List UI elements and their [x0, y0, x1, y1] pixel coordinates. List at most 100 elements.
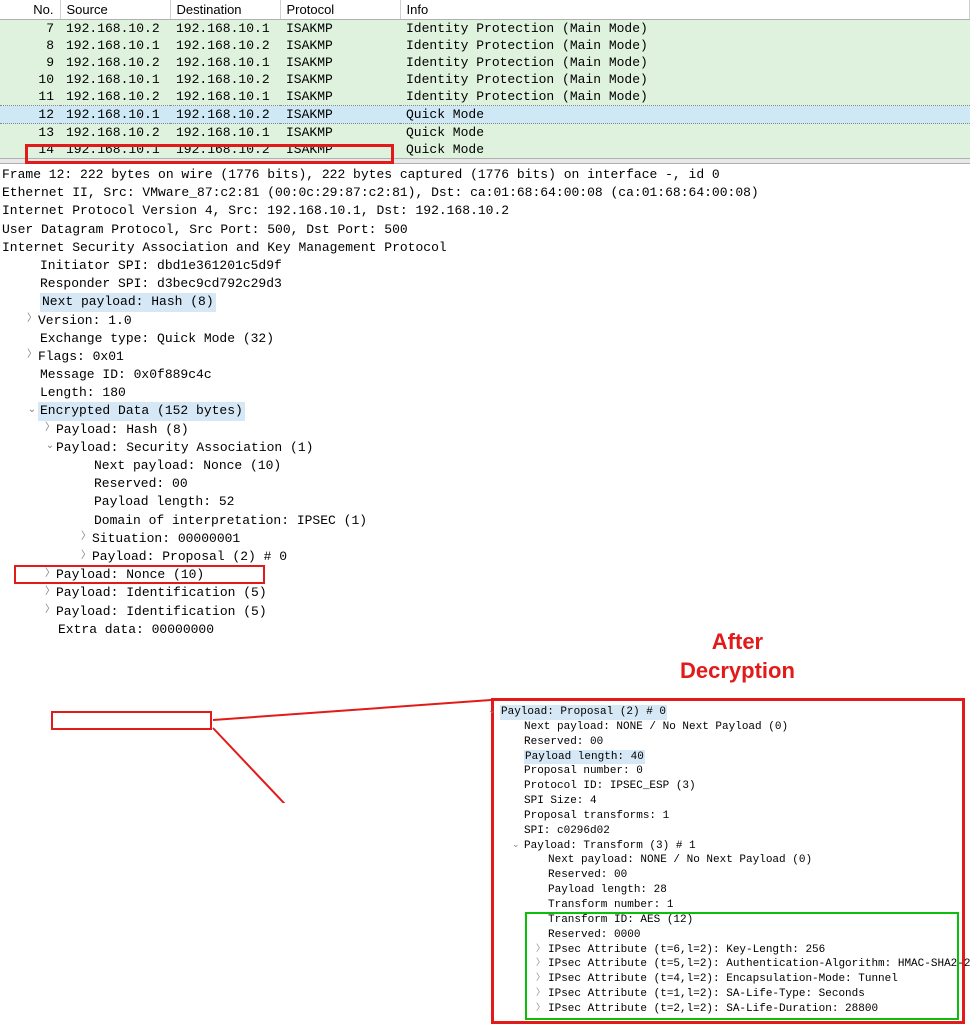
tree-pid2[interactable]: 〉Payload: Identification (5)	[0, 603, 970, 621]
table-row[interactable]: 13192.168.10.2192.168.10.1ISAKMPQuick Mo…	[0, 124, 970, 142]
tree-nextpay[interactable]: Next payload: Hash (8)	[0, 293, 970, 311]
cell: ISAKMP	[280, 88, 400, 106]
packet-list-header-row: No. Source Destination Protocol Info	[0, 0, 970, 20]
cell: 14	[0, 141, 60, 158]
col-header-protocol[interactable]: Protocol	[280, 0, 400, 20]
tree-sa-doi[interactable]: Domain of interpretation: IPSEC (1)	[0, 512, 970, 530]
cell: 12	[0, 106, 60, 124]
cell: Identity Protection (Main Mode)	[400, 71, 970, 88]
callout-spisz: SPI Size: 4	[524, 795, 597, 807]
table-row[interactable]: 14192.168.10.1192.168.10.2ISAKMPQuick Mo…	[0, 141, 970, 158]
tree-ip[interactable]: 〉Internet Protocol Version 4, Src: 192.1…	[0, 202, 970, 220]
tree-sa-sit[interactable]: 〉Situation: 00000001	[0, 530, 970, 548]
col-header-info[interactable]: Info	[400, 0, 970, 20]
table-row[interactable]: 8192.168.10.1192.168.10.2ISAKMPIdentity …	[0, 37, 970, 54]
tree-respspi[interactable]: Responder SPI: d3bec9cd792c29d3	[0, 275, 970, 293]
callout-attr-ltype: IPsec Attribute (t=1,l=2): SA-Life-Type:…	[548, 988, 865, 1000]
tree-extra[interactable]: Extra data: 00000000	[0, 621, 970, 639]
callout-attr-auth: IPsec Attribute (t=5,l=2): Authenticatio…	[548, 958, 970, 970]
callout-attr-encap: IPsec Attribute (t=4,l=2): Encapsulation…	[548, 973, 898, 985]
tree-sa-len[interactable]: Payload length: 52	[0, 493, 970, 511]
cell: 192.168.10.1	[170, 20, 280, 38]
callout-res2: Reserved: 00	[548, 869, 627, 881]
cell: Identity Protection (Main Mode)	[400, 20, 970, 38]
cell: 192.168.10.1	[60, 106, 170, 124]
annotation-red-box-proposal	[51, 711, 212, 730]
callout-plen: Payload length: 40	[524, 750, 645, 765]
cell: 8	[0, 37, 60, 54]
tree-length[interactable]: Length: 180	[0, 384, 970, 402]
packet-details-pane[interactable]: 〉Frame 12: 222 bytes on wire (1776 bits)…	[0, 164, 970, 641]
tree-sa-prop[interactable]: 〉Payload: Proposal (2) # 0	[0, 548, 970, 566]
callout-tid: Transform ID: AES (12)	[548, 914, 693, 926]
tree-eth[interactable]: 〉Ethernet II, Src: VMware_87:c2:81 (00:0…	[0, 184, 970, 202]
cell: 192.168.10.1	[170, 88, 280, 106]
table-row[interactable]: 10192.168.10.1192.168.10.2ISAKMPIdentity…	[0, 71, 970, 88]
tree-encdata[interactable]: ⌄Encrypted Data (152 bytes)	[0, 402, 970, 420]
cell: 9	[0, 54, 60, 71]
cell: Quick Mode	[400, 106, 970, 124]
callout-attr-ldur: IPsec Attribute (t=2,l=2): SA-Life-Durat…	[548, 1003, 878, 1015]
tree-pnonce[interactable]: 〉Payload: Nonce (10)	[0, 566, 970, 584]
callout-spi: SPI: c0296d02	[524, 825, 610, 837]
tree-flags[interactable]: 〉Flags: 0x01	[0, 348, 970, 366]
tree-udp[interactable]: 〉User Datagram Protocol, Src Port: 500, …	[0, 221, 970, 239]
col-header-no[interactable]: No.	[0, 0, 60, 20]
table-row[interactable]: 7192.168.10.2192.168.10.1ISAKMPIdentity …	[0, 20, 970, 38]
tree-phash[interactable]: 〉Payload: Hash (8)	[0, 421, 970, 439]
callout-ptr: Proposal transforms: 1	[524, 810, 669, 822]
tree-eth-label: Ethernet II, Src: VMware_87:c2:81 (00:0c…	[2, 185, 759, 200]
col-header-dest[interactable]: Destination	[170, 0, 280, 20]
callout-plen2: Payload length: 28	[548, 884, 667, 896]
callout-proposal: Payload: Proposal (2) # 0	[500, 705, 667, 720]
callout-res3: Reserved: 0000	[548, 929, 640, 941]
tree-exctype[interactable]: Exchange type: Quick Mode (32)	[0, 330, 970, 348]
tree-psa[interactable]: ⌄Payload: Security Association (1)	[0, 439, 970, 457]
callout-next1: Next payload: NONE / No Next Payload (0)	[524, 721, 788, 733]
cell: 10	[0, 71, 60, 88]
cell: ISAKMP	[280, 106, 400, 124]
cell: 11	[0, 88, 60, 106]
table-row[interactable]: 12192.168.10.1192.168.10.2ISAKMPQuick Mo…	[0, 106, 970, 124]
callout-attr-keylen: IPsec Attribute (t=6,l=2): Key-Length: 2…	[548, 944, 825, 956]
cell: 192.168.10.1	[60, 141, 170, 158]
cell: Identity Protection (Main Mode)	[400, 88, 970, 106]
callout-res1: Reserved: 00	[524, 736, 603, 748]
cell: 192.168.10.1	[170, 124, 280, 142]
cell: Quick Mode	[400, 141, 970, 158]
cell: Identity Protection (Main Mode)	[400, 37, 970, 54]
cell: 192.168.10.1	[170, 54, 280, 71]
cell: ISAKMP	[280, 20, 400, 38]
tree-pid1[interactable]: 〉Payload: Identification (5)	[0, 584, 970, 602]
callout-tnum: Transform number: 1	[548, 899, 673, 911]
tree-ip-label: Internet Protocol Version 4, Src: 192.16…	[2, 203, 509, 218]
cell: 192.168.10.2	[60, 88, 170, 106]
cell: 192.168.10.2	[170, 71, 280, 88]
tree-initspi[interactable]: Initiator SPI: dbd1e361201c5d9f	[0, 257, 970, 275]
cell: 192.168.10.2	[170, 37, 280, 54]
cell: ISAKMP	[280, 124, 400, 142]
tree-version[interactable]: 〉Version: 1.0	[0, 312, 970, 330]
cell: 192.168.10.1	[60, 71, 170, 88]
tree-sa-res[interactable]: Reserved: 00	[0, 475, 970, 493]
packet-list-table[interactable]: No. Source Destination Protocol Info 719…	[0, 0, 970, 158]
cell: ISAKMP	[280, 71, 400, 88]
cell: ISAKMP	[280, 54, 400, 71]
tree-isakmp[interactable]: ⌄Internet Security Association and Key M…	[0, 239, 970, 257]
cell: 7	[0, 20, 60, 38]
callout-next2: Next payload: NONE / No Next Payload (0)	[548, 854, 812, 866]
tree-sa-next[interactable]: Next payload: Nonce (10)	[0, 457, 970, 475]
col-header-source[interactable]: Source	[60, 0, 170, 20]
table-row[interactable]: 9192.168.10.2192.168.10.1ISAKMPIdentity …	[0, 54, 970, 71]
cell: 192.168.10.1	[60, 37, 170, 54]
callout-transform: Payload: Transform (3) # 1	[524, 840, 696, 852]
tree-frame-label: Frame 12: 222 bytes on wire (1776 bits),…	[2, 167, 720, 182]
decrypted-callout-panel: ⌄Payload: Proposal (2) # 0 Next payload:…	[491, 698, 965, 1024]
cell: ISAKMP	[280, 37, 400, 54]
callout-pid: Protocol ID: IPSEC_ESP (3)	[524, 780, 696, 792]
tree-frame[interactable]: 〉Frame 12: 222 bytes on wire (1776 bits)…	[0, 166, 970, 184]
table-row[interactable]: 11192.168.10.2192.168.10.1ISAKMPIdentity…	[0, 88, 970, 106]
cell: Quick Mode	[400, 124, 970, 142]
tree-msgid[interactable]: Message ID: 0x0f889c4c	[0, 366, 970, 384]
cell: 192.168.10.2	[60, 54, 170, 71]
